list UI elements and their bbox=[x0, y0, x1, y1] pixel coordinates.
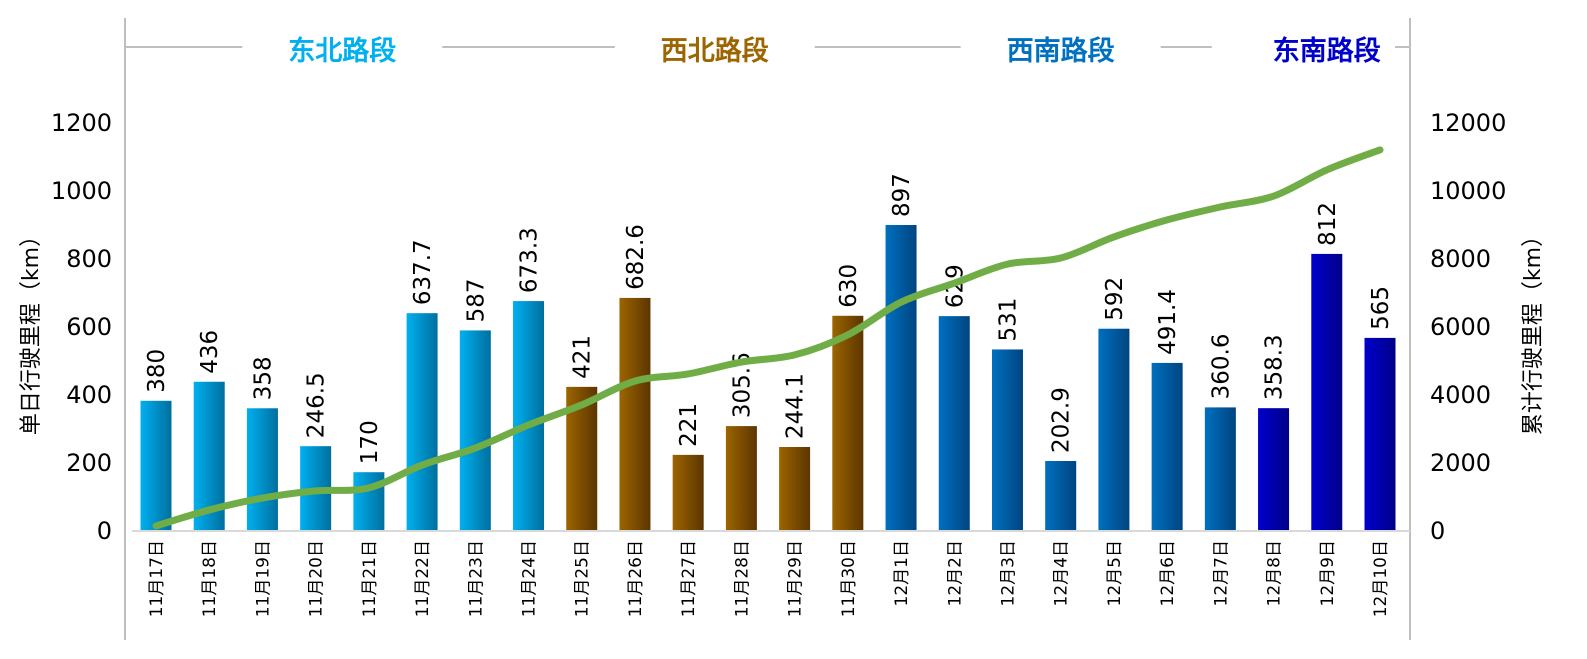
bar bbox=[513, 301, 545, 530]
bar-value-label: 637.7 bbox=[410, 239, 436, 305]
x-tick-label: 11月17日 bbox=[147, 540, 167, 617]
y2-tick-label: 4000 bbox=[1430, 381, 1491, 409]
y2-tick-label: 6000 bbox=[1430, 313, 1491, 341]
y-axis-title: 单日行驶里程（km） bbox=[19, 225, 44, 435]
bar-value-label: 682.6 bbox=[623, 224, 649, 290]
bar-value-label: 358.3 bbox=[1262, 334, 1288, 400]
bar bbox=[406, 313, 438, 530]
y-tick-label: 1000 bbox=[51, 177, 112, 205]
bar-value-label: 170 bbox=[357, 420, 383, 464]
bar bbox=[672, 454, 704, 530]
y-tick-label: 0 bbox=[97, 517, 112, 545]
bar-value-label: 380 bbox=[144, 349, 170, 393]
bar-value-label: 202.9 bbox=[1049, 387, 1075, 453]
bar-value-label: 491.4 bbox=[1155, 289, 1181, 355]
section-label: 东北路段 bbox=[288, 35, 396, 67]
x-tick-label: 12月3日 bbox=[998, 540, 1018, 606]
section-label: 西南路段 bbox=[1007, 35, 1115, 67]
x-tick-label: 11月21日 bbox=[360, 540, 380, 617]
x-tick-label: 11月25日 bbox=[573, 540, 593, 617]
bar bbox=[832, 315, 864, 530]
cumulative-mileage-line bbox=[152, 146, 1384, 530]
bar bbox=[991, 349, 1023, 530]
bar-value-label: 360.6 bbox=[1208, 334, 1234, 400]
x-tick-label: 11月18日 bbox=[200, 540, 220, 617]
bar bbox=[140, 400, 172, 530]
x-tick-label: 11月23日 bbox=[466, 540, 486, 617]
bar-value-label: 244.1 bbox=[783, 373, 809, 439]
bar bbox=[725, 426, 757, 530]
bar-value-label: 592 bbox=[1102, 277, 1128, 321]
y2-tick-label: 0 bbox=[1430, 517, 1445, 545]
bar-value-label: 246.5 bbox=[304, 372, 330, 438]
bar-value-label: 673.3 bbox=[517, 227, 543, 293]
x-tick-label: 12月10日 bbox=[1371, 540, 1391, 617]
bar bbox=[779, 447, 811, 530]
x-tick-label: 11月24日 bbox=[520, 540, 540, 617]
bar-value-label: 897 bbox=[889, 173, 915, 217]
section-header: 东北路段 西北路段 西南路段 东南路段 bbox=[125, 35, 1410, 67]
x-tick-label: 11月19日 bbox=[253, 540, 273, 617]
bar bbox=[1098, 328, 1130, 530]
section-label: 西北路段 bbox=[661, 35, 769, 67]
bar bbox=[459, 330, 491, 530]
bar-labels: 380 436 358 246.5 170 637.7 587 673.3 421 682.6 22… bbox=[144, 173, 1394, 464]
x-tick-label: 11月28日 bbox=[732, 540, 752, 617]
x-tick-label: 12月8日 bbox=[1265, 540, 1285, 606]
bar bbox=[246, 408, 278, 530]
bar-value-label: 630 bbox=[836, 264, 862, 308]
bar bbox=[1045, 461, 1077, 530]
section-label: 东南路段 bbox=[1273, 35, 1381, 67]
bar bbox=[938, 316, 970, 530]
x-tick-labels: 11月17日 11月18日 11月19日 11月20日 11月21日 11月22日 11月2… bbox=[147, 540, 1391, 617]
x-tick-label: 11月30日 bbox=[839, 540, 859, 617]
y2-tick-labels: 0 2000 4000 6000 8000 10000 12000 bbox=[1430, 109, 1506, 545]
x-tick-label: 12月4日 bbox=[1052, 540, 1072, 606]
bar-value-label: 565 bbox=[1368, 286, 1394, 330]
bar-value-label: 358 bbox=[250, 356, 276, 400]
x-tick-label: 12月1日 bbox=[892, 540, 912, 606]
x-tick-label: 12月7日 bbox=[1211, 540, 1231, 606]
y-tick-label: 600 bbox=[66, 313, 112, 341]
bar-value-label: 531 bbox=[995, 298, 1021, 342]
x-tick-label: 11月22日 bbox=[413, 540, 433, 617]
x-tick-label: 11月29日 bbox=[786, 540, 806, 617]
bar-value-label: 421 bbox=[570, 335, 596, 379]
bar bbox=[1204, 407, 1236, 530]
x-tick-label: 11月27日 bbox=[679, 540, 699, 617]
y-tick-label: 400 bbox=[66, 381, 112, 409]
y-tick-label: 200 bbox=[66, 449, 112, 477]
y2-tick-label: 2000 bbox=[1430, 449, 1491, 477]
x-tick-label: 11月26日 bbox=[626, 540, 646, 617]
x-tick-label: 11月20日 bbox=[307, 540, 327, 617]
x-tick-label: 12月9日 bbox=[1318, 540, 1338, 606]
bar-value-label: 436 bbox=[197, 330, 223, 374]
y2-tick-label: 8000 bbox=[1430, 245, 1491, 273]
y-tick-labels: 0 200 400 600 800 1000 1200 bbox=[51, 109, 112, 545]
x-tick-label: 12月5日 bbox=[1105, 540, 1125, 606]
y-tick-label: 1200 bbox=[51, 109, 112, 137]
bar-value-label: 812 bbox=[1315, 202, 1341, 246]
bar bbox=[1311, 253, 1343, 531]
bar bbox=[1151, 362, 1183, 530]
bar-value-label: 587 bbox=[463, 279, 489, 323]
cumulative-line bbox=[152, 146, 1384, 530]
x-tick-label: 12月6日 bbox=[1158, 540, 1178, 606]
y-tick-label: 800 bbox=[66, 245, 112, 273]
bar bbox=[885, 225, 917, 530]
bar bbox=[619, 297, 651, 530]
bar bbox=[1364, 337, 1396, 530]
y2-tick-label: 10000 bbox=[1430, 177, 1506, 205]
x-tick-label: 12月2日 bbox=[945, 540, 965, 606]
bar-value-label: 221 bbox=[676, 403, 702, 447]
bar bbox=[1258, 408, 1290, 530]
y2-axis-title: 累计行驶里程（km） bbox=[1521, 225, 1546, 435]
y2-tick-label: 12000 bbox=[1430, 109, 1506, 137]
